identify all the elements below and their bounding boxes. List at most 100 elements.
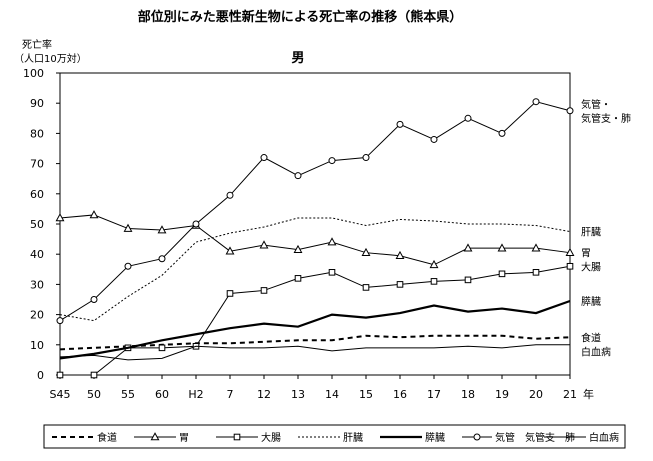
data-point-triangle: [55, 213, 65, 222]
series-胃: [55, 210, 575, 269]
chart-title: 部位別にみた悪性新生物による死亡率の推移（熊本県）: [138, 9, 463, 25]
legend-label: 胃: [179, 432, 189, 444]
data-point-triangle: [225, 246, 235, 255]
x-tick-label: 55: [121, 388, 135, 401]
data-point-triangle: [89, 210, 99, 219]
data-point-circle: [226, 191, 234, 199]
data-point-square: [396, 281, 404, 288]
legend-label: 大腸: [261, 431, 281, 444]
data-point-square: [464, 276, 472, 284]
y-tick-label: 20: [30, 309, 44, 322]
data-point-triangle: [293, 244, 303, 253]
x-tick-label: 18: [461, 388, 475, 401]
data-point-circle: [464, 114, 472, 122]
data-point-triangle: [531, 243, 541, 252]
data-point-circle: [192, 220, 200, 228]
x-tick-label: 50: [87, 388, 101, 401]
data-point-circle: [532, 98, 540, 106]
data-point-square: [532, 269, 540, 276]
legend-label: 白血病: [589, 431, 619, 444]
data-point-circle: [124, 262, 132, 270]
data-point-triangle: [463, 243, 473, 252]
series-肝臓: [59, 217, 571, 322]
series-line: [59, 101, 571, 322]
x-tick-label: 17: [427, 388, 441, 401]
data-point-circle: [328, 157, 336, 165]
y-axis: 0 10 20 30 40 50 60 70 80 90 100: [23, 67, 60, 382]
series-気管 気管支 肺: [56, 98, 574, 325]
data-point-circle: [158, 255, 166, 263]
series-食道: [59, 334, 571, 351]
series-line: [59, 334, 571, 351]
data-point-square: [294, 275, 302, 282]
x-tick-label: 13: [291, 388, 305, 401]
series-膵臓: [59, 299, 571, 360]
x-tick-label: 16: [393, 388, 407, 401]
data-point-square: [566, 262, 574, 270]
x-tick-label: 20: [529, 388, 543, 401]
data-point-triangle: [123, 223, 133, 232]
data-point-square: [56, 371, 64, 379]
data-point-circle: [90, 296, 98, 303]
y-axis-label-line-1: 死亡率: [22, 38, 52, 51]
x-tick-label: 60: [155, 388, 169, 401]
data-point-triangle: [327, 237, 337, 246]
series-end-label: 大腸: [581, 261, 601, 274]
y-tick-label: 100: [23, 67, 44, 80]
legend-label: 膵臓: [425, 432, 445, 444]
y-tick-label: 70: [30, 158, 44, 171]
series-end-label: 白血病: [581, 345, 611, 358]
data-point-triangle: [395, 250, 405, 260]
x-tick-label: S45: [50, 388, 71, 401]
data-point-circle: [430, 135, 438, 143]
data-point-circle: [566, 107, 574, 115]
series-end-label: 気管支・肺: [581, 112, 631, 125]
data-point-circle: [498, 129, 506, 137]
y-tick-label: 10: [30, 339, 44, 352]
y-tick-label: 90: [30, 97, 44, 110]
series-end-label: 胃: [581, 248, 591, 260]
series-line: [59, 299, 571, 360]
y-tick-label: 40: [30, 248, 44, 261]
data-point-triangle: [429, 259, 439, 269]
y-tick-label: 30: [30, 278, 44, 291]
series-end-label: 食道: [581, 331, 601, 344]
series-line: [60, 265, 571, 376]
x-axis-label: 年: [583, 387, 594, 401]
x-tick-label: 15: [359, 388, 373, 401]
data-point-square: [362, 284, 370, 291]
x-tick-label: 14: [325, 388, 339, 401]
x-tick-label: 12: [257, 388, 271, 401]
legend-marker: [473, 433, 481, 441]
legend: 食道 胃 大腸 肝臓 膵臓 気管 気管支 肺 白血病: [52, 431, 619, 444]
x-tick-label: 7: [227, 388, 234, 401]
data-point-circle: [396, 120, 404, 128]
data-point-circle: [56, 317, 64, 325]
legend-label: 肝臓: [343, 432, 363, 444]
series-end-label: 肝臓: [581, 227, 601, 239]
series-end-label: 気管・: [581, 98, 611, 111]
data-point-square: [430, 278, 438, 285]
legend-frame: [43, 424, 626, 449]
data-point-square: [498, 270, 506, 278]
x-axis: S45 50 55 60 H2 7 12 13 14 15 16 17 18 19 20 21: [50, 375, 577, 401]
x-tick-label: H2: [188, 388, 203, 401]
y-tick-label: 80: [30, 127, 44, 140]
legend-marker: [233, 433, 241, 441]
legend-label: 気管 気管支 肺: [495, 431, 575, 444]
data-point-circle: [260, 154, 268, 162]
data-point-square: [260, 287, 268, 294]
data-point-square: [90, 371, 98, 379]
legend-label: 食道: [97, 431, 117, 444]
data-point-triangle: [565, 247, 575, 256]
series-group: [55, 98, 575, 379]
data-point-circle: [362, 154, 370, 162]
y-tick-label: 50: [30, 218, 44, 231]
y-tick-label: 0: [37, 369, 44, 382]
legend-marker: [150, 432, 160, 441]
data-point-triangle: [259, 240, 269, 249]
series-end-label: 膵臓: [581, 296, 601, 308]
data-point-triangle: [157, 225, 167, 234]
